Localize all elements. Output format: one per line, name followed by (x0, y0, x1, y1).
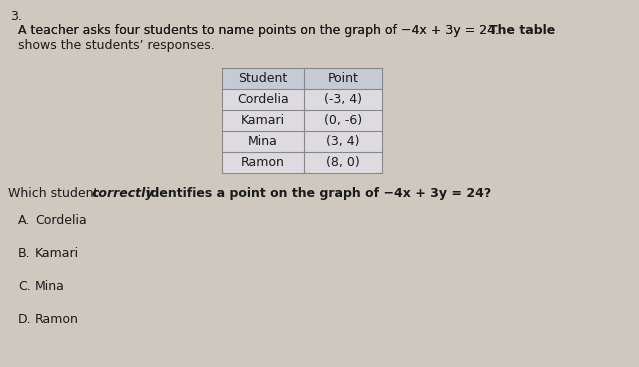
Bar (222, 131, 382, 152)
Text: A teacher asks four students to name points on the graph of −4x + 3y = 24.: A teacher asks four students to name poi… (18, 24, 503, 37)
Bar (222, 68, 382, 89)
Text: Cordelia: Cordelia (237, 93, 289, 106)
Text: A teacher asks four students to name points on the graph of −4x + 3y = 24.: A teacher asks four students to name poi… (18, 24, 503, 37)
Text: C.: C. (18, 280, 31, 293)
Bar (222, 89, 382, 110)
Text: Mina: Mina (35, 280, 65, 293)
Text: 3.: 3. (10, 10, 22, 23)
Text: correctly: correctly (92, 187, 155, 200)
Bar (222, 110, 382, 131)
Text: Ramon: Ramon (241, 156, 285, 169)
Text: Kamari: Kamari (35, 247, 79, 260)
Text: Cordelia: Cordelia (35, 214, 87, 227)
Text: D.: D. (18, 313, 31, 326)
Text: Student: Student (238, 72, 288, 85)
Text: (8, 0): (8, 0) (326, 156, 360, 169)
Text: Kamari: Kamari (241, 114, 285, 127)
Text: A teacher asks four students to name points on the graph of −4x + 3y = 24. The t: A teacher asks four students to name poi… (18, 24, 562, 37)
Text: Mina: Mina (248, 135, 278, 148)
Text: (0, -6): (0, -6) (324, 114, 362, 127)
Text: B.: B. (18, 247, 31, 260)
Text: Point: Point (328, 72, 358, 85)
Text: Ramon: Ramon (35, 313, 79, 326)
Text: identifies a point on the graph of −4x + 3y = 24?: identifies a point on the graph of −4x +… (142, 187, 491, 200)
Text: shows the students’ responses.: shows the students’ responses. (18, 39, 215, 52)
Text: (3, 4): (3, 4) (327, 135, 360, 148)
Bar (222, 152, 382, 173)
Text: A.: A. (18, 214, 30, 227)
Text: Which student: Which student (8, 187, 102, 200)
Text: The table: The table (489, 24, 555, 37)
Text: (-3, 4): (-3, 4) (324, 93, 362, 106)
